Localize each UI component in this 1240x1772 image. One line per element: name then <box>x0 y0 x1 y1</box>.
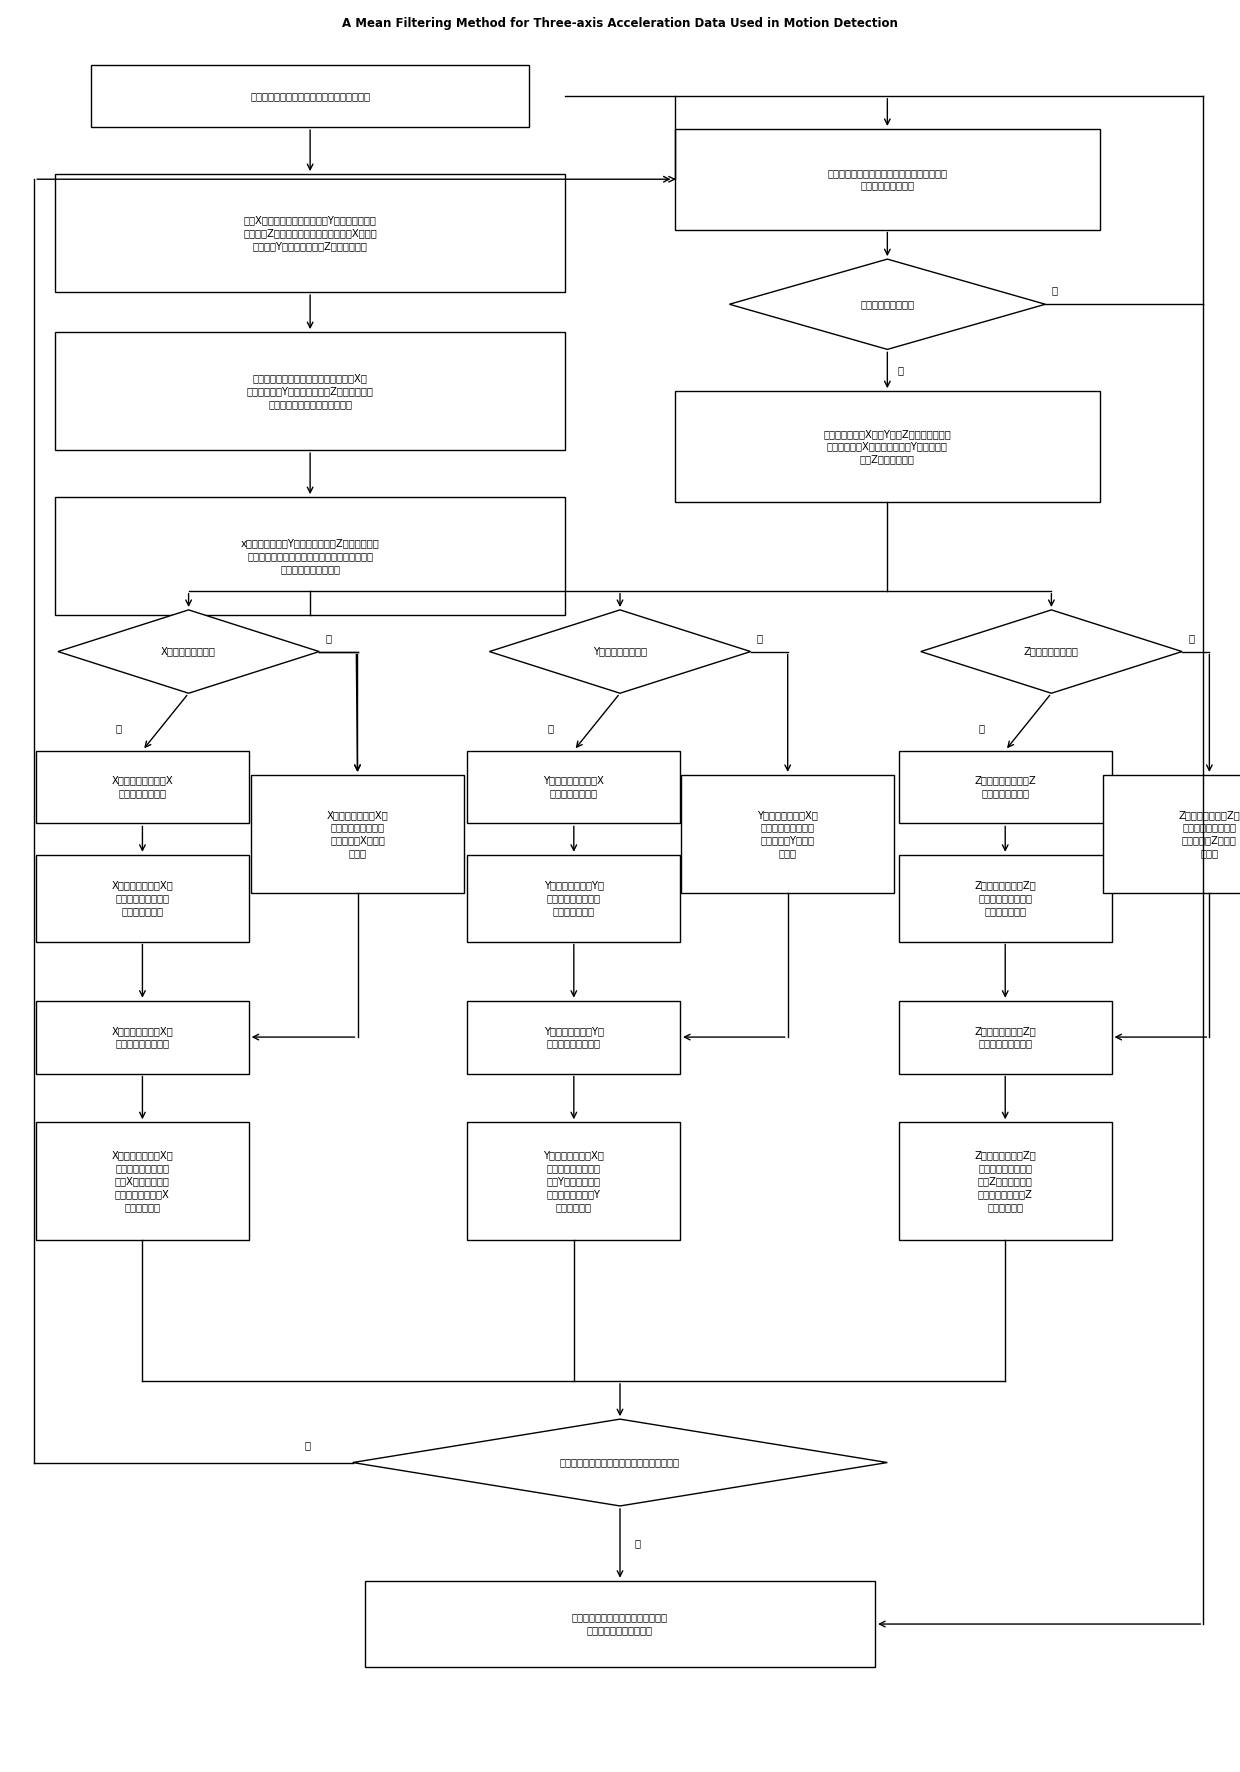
Text: 获取当前训练模板的闲置轴向并分别向X轴
均值滤波器、Y轴均值滤波器和Z轴均值滤波器
发送轴向数据滤波开关控制指令: 获取当前训练模板的闲置轴向并分别向X轴 均值滤波器、Y轴均值滤波器和Z轴均值滤波… <box>247 374 373 409</box>
Text: 否: 否 <box>325 633 331 643</box>
FancyBboxPatch shape <box>1104 774 1240 893</box>
Text: Y轴均值滤波器更新X
轴邻域环形缓冲器: Y轴均值滤波器更新X 轴邻域环形缓冲器 <box>543 776 604 799</box>
Text: 接收到停止运动检测三轴加速度数据滤波指令: 接收到停止运动检测三轴加速度数据滤波指令 <box>560 1458 680 1467</box>
Text: 接收到开始运动检测三轴加速度数据滤波指令: 接收到开始运动检测三轴加速度数据滤波指令 <box>250 90 370 101</box>
Polygon shape <box>352 1419 888 1506</box>
Text: A Mean Filtering Method for Three-axis Acceleration Data Used in Motion Detectio: A Mean Filtering Method for Three-axis A… <box>342 18 898 30</box>
Text: X轴均值滤波器将X轴
加速度采样点原始数
据直接存入X轴数据
缓存器: X轴均值滤波器将X轴 加速度采样点原始数 据直接存入X轴数据 缓存器 <box>326 810 388 858</box>
FancyBboxPatch shape <box>36 1122 249 1240</box>
FancyBboxPatch shape <box>36 751 249 824</box>
Text: 清空X轴邻域数据环形缓冲器、Y轴邻域数据环形
缓冲器和Z轴邻域数据环形缓冲器，清空X轴数据
缓存器、Y轴数据缓存器和Z轴数据缓存器: 清空X轴邻域数据环形缓冲器、Y轴邻域数据环形 缓冲器和Z轴邻域数据环形缓冲器，清… <box>243 214 377 252</box>
Text: Y轴均值滤波器从Y轴
邻域环形缓冲器取出
各轴邻域数据集: Y轴均值滤波器从Y轴 邻域环形缓冲器取出 各轴邻域数据集 <box>544 881 604 916</box>
FancyBboxPatch shape <box>55 174 565 292</box>
FancyBboxPatch shape <box>92 64 528 128</box>
Text: Z轴均值滤波器对Z轴
邻域数据集取平均值: Z轴均值滤波器对Z轴 邻域数据集取平均值 <box>975 1026 1037 1049</box>
Text: 是: 是 <box>115 723 122 734</box>
Text: Y轴均值滤波器将X轴
加速度采样点原始数
据直接存入Y轴数据
缓存器: Y轴均值滤波器将X轴 加速度采样点原始数 据直接存入Y轴数据 缓存器 <box>758 810 818 858</box>
FancyBboxPatch shape <box>899 854 1111 941</box>
FancyBboxPatch shape <box>36 854 249 941</box>
Text: Z轴均值滤波器从Z轴
邻域环形缓冲器取出
各轴邻域数据集: Z轴均值滤波器从Z轴 邻域环形缓冲器取出 各轴邻域数据集 <box>975 881 1037 916</box>
Text: X轴均值滤波器更新X
轴邻域环形缓冲器: X轴均值滤波器更新X 轴邻域环形缓冲器 <box>112 776 174 799</box>
Text: Y轴均值滤波器对Y轴
邻域数据集取平均值: Y轴均值滤波器对Y轴 邻域数据集取平均值 <box>544 1026 604 1049</box>
Text: 加速度传感数据采集器获取三轴加速度传感器
的加速度采样点数据: 加速度传感数据采集器获取三轴加速度传感器 的加速度采样点数据 <box>827 168 947 191</box>
FancyBboxPatch shape <box>899 1001 1111 1074</box>
Text: 否: 否 <box>1188 633 1194 643</box>
Text: x轴均值滤波器、Y轴均值滤波器和Z轴均值滤波器
分别根据各自收到的数据滤波开关控制指令开启
或关闭自身的滤波功能: x轴均值滤波器、Y轴均值滤波器和Z轴均值滤波器 分别根据各自收到的数据滤波开关控… <box>241 539 379 574</box>
Text: Z轴均值滤波器开启: Z轴均值滤波器开启 <box>1024 647 1079 657</box>
Polygon shape <box>921 610 1182 693</box>
Text: Z轴均值滤波器将Z轴
加地度采样点原始数
据直接存入Z轴数据
缓存器: Z轴均值滤波器将Z轴 加地度采样点原始数 据直接存入Z轴数据 缓存器 <box>1178 810 1240 858</box>
FancyBboxPatch shape <box>365 1581 875 1667</box>
FancyBboxPatch shape <box>675 129 1100 230</box>
Text: 加速度传感数据采集器停止数据采集
或注销三轴加速度传感器: 加速度传感数据采集器停止数据采集 或注销三轴加速度传感器 <box>572 1613 668 1636</box>
Text: 将采样点数据的X轴、Y轴和Z轴的加速度分量
分别发给所述X轴均值滤波器、Y轴均值滤波
器和Z轴均值滤波器: 将采样点数据的X轴、Y轴和Z轴的加速度分量 分别发给所述X轴均值滤波器、Y轴均值… <box>823 429 951 464</box>
FancyBboxPatch shape <box>252 774 464 893</box>
FancyBboxPatch shape <box>467 1122 681 1240</box>
FancyBboxPatch shape <box>467 854 681 941</box>
Text: 否: 否 <box>304 1441 310 1449</box>
Text: X轴均值滤波器将X轴
邻域数据集的平均值
作为X轴加速度采样
点滤波后数据存入X
轴数据缓存器: X轴均值滤波器将X轴 邻域数据集的平均值 作为X轴加速度采样 点滤波后数据存入X… <box>112 1150 174 1212</box>
Polygon shape <box>58 610 319 693</box>
FancyBboxPatch shape <box>899 1122 1111 1240</box>
Text: 是: 是 <box>1052 285 1058 296</box>
Polygon shape <box>490 610 750 693</box>
FancyBboxPatch shape <box>675 392 1100 501</box>
Text: 是: 是 <box>978 723 985 734</box>
Text: 是: 是 <box>635 1538 641 1549</box>
Text: Z轴均值滤波器将Z轴
邻域数据集的平均值
作为Z轴加速度采样
点滤波后数据存入Z
轴数据缓存器: Z轴均值滤波器将Z轴 邻域数据集的平均值 作为Z轴加速度采样 点滤波后数据存入Z… <box>975 1150 1037 1212</box>
FancyBboxPatch shape <box>36 1001 249 1074</box>
FancyBboxPatch shape <box>467 751 681 824</box>
Text: Z轴均值滤波器更新Z
轴邻域环形缓冲器: Z轴均值滤波器更新Z 轴邻域环形缓冲器 <box>975 776 1037 799</box>
Text: 否: 否 <box>897 365 903 376</box>
FancyBboxPatch shape <box>681 774 894 893</box>
Text: Y轴均值滤波器开启: Y轴均值滤波器开启 <box>593 647 647 657</box>
Text: 否: 否 <box>756 633 763 643</box>
FancyBboxPatch shape <box>55 331 565 450</box>
Text: X轴均值滤波器从X轴
邻域环形缓冲器取出
各轴邻域数据集: X轴均值滤波器从X轴 邻域环形缓冲器取出 各轴邻域数据集 <box>112 881 174 916</box>
FancyBboxPatch shape <box>899 751 1111 824</box>
Text: X轴均值滤波器开启: X轴均值滤波器开启 <box>161 647 216 657</box>
FancyBboxPatch shape <box>55 496 565 615</box>
Text: Y轴均值滤波器将X轴
邻域数据集的平均值
作为Y轴加速度采样
点滤波后数据存入Y
轴数据缓存器: Y轴均值滤波器将X轴 邻域数据集的平均值 作为Y轴加速度采样 点滤波后数据存入Y… <box>543 1150 604 1212</box>
Polygon shape <box>729 259 1045 349</box>
Text: 是: 是 <box>547 723 553 734</box>
FancyBboxPatch shape <box>467 1001 681 1074</box>
Text: 是否被外部事件中断: 是否被外部事件中断 <box>861 299 914 310</box>
Text: X轴均值滤波器对X轴
邻域数据集取平均值: X轴均值滤波器对X轴 邻域数据集取平均值 <box>112 1026 174 1049</box>
